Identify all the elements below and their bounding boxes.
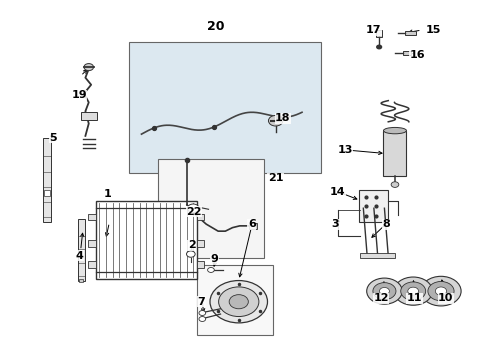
Text: 18: 18 (275, 113, 290, 123)
Text: 17: 17 (366, 25, 381, 35)
Bar (88, 240, 96, 247)
Bar (383, 131, 406, 176)
Circle shape (420, 276, 460, 306)
Bar (43, 138, 51, 222)
Text: 14: 14 (329, 187, 345, 197)
Text: 3: 3 (331, 219, 339, 229)
Bar (402, 51, 410, 55)
Circle shape (393, 277, 431, 305)
Text: 2: 2 (187, 240, 195, 250)
Circle shape (187, 204, 199, 212)
Bar (404, 31, 415, 35)
Circle shape (84, 64, 93, 71)
Text: 9: 9 (210, 255, 218, 264)
Text: 13: 13 (337, 145, 352, 155)
Circle shape (400, 282, 425, 300)
Circle shape (379, 288, 388, 295)
Text: 15: 15 (425, 25, 441, 35)
Circle shape (199, 311, 205, 315)
Ellipse shape (383, 127, 406, 134)
Circle shape (376, 45, 381, 49)
Circle shape (427, 282, 453, 301)
Circle shape (390, 182, 398, 188)
Text: 11: 11 (406, 293, 422, 303)
Text: 4: 4 (75, 251, 83, 261)
Bar (44, 189, 50, 196)
Bar (359, 253, 395, 258)
Circle shape (372, 283, 395, 300)
Circle shape (186, 251, 195, 257)
Circle shape (434, 287, 446, 295)
Bar (158, 159, 263, 258)
Bar (88, 261, 96, 268)
Bar (196, 261, 204, 268)
Text: 8: 8 (381, 219, 389, 229)
Circle shape (207, 267, 214, 273)
Bar (129, 42, 321, 173)
Bar (79, 279, 83, 282)
Bar (96, 201, 196, 279)
Text: 12: 12 (372, 293, 388, 303)
Text: 20: 20 (206, 20, 224, 33)
Circle shape (209, 280, 267, 323)
Text: 7: 7 (197, 297, 205, 307)
Text: 5: 5 (49, 133, 57, 143)
Text: 10: 10 (437, 293, 452, 303)
Bar (249, 223, 256, 229)
Bar (196, 240, 204, 247)
Circle shape (366, 278, 401, 304)
Circle shape (218, 287, 258, 316)
Bar (196, 214, 204, 220)
Circle shape (268, 116, 282, 126)
Bar (358, 190, 387, 222)
Text: 21: 21 (267, 173, 283, 183)
Bar (196, 265, 273, 335)
Circle shape (199, 316, 205, 321)
Bar (78, 219, 85, 280)
Circle shape (407, 287, 418, 295)
Text: 6: 6 (247, 219, 255, 229)
Text: 22: 22 (186, 207, 202, 217)
Text: 1: 1 (104, 189, 112, 199)
Bar (376, 30, 381, 37)
Circle shape (229, 294, 248, 309)
Text: 16: 16 (408, 50, 424, 60)
Bar (88, 214, 96, 220)
Bar (81, 112, 97, 120)
Text: 19: 19 (71, 90, 87, 100)
